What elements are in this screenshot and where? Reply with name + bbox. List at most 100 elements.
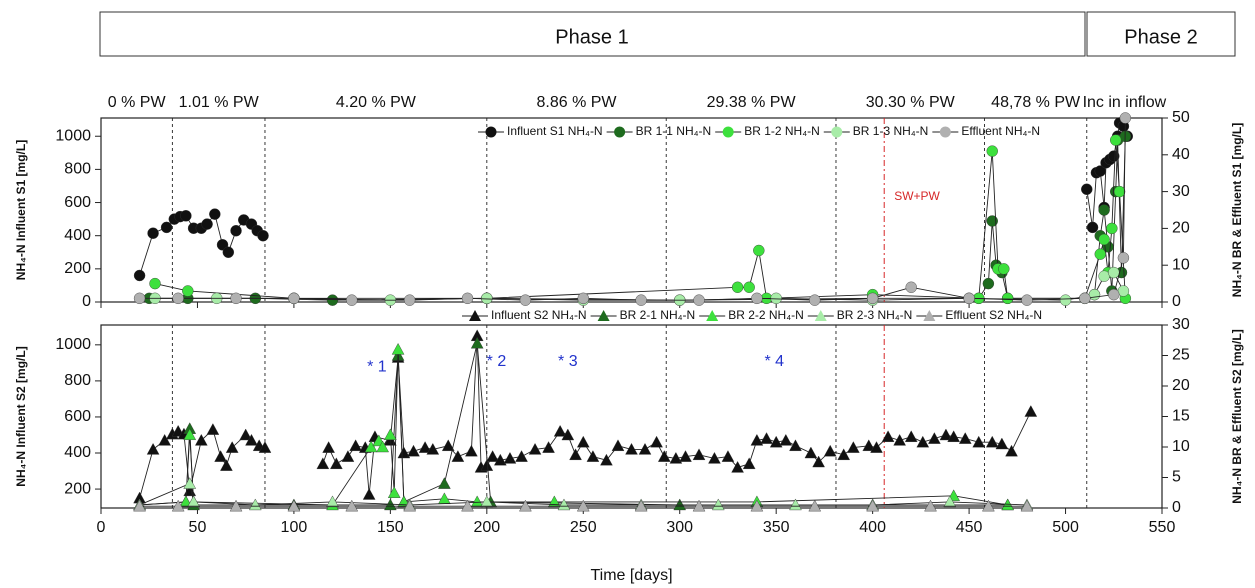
marker [731,281,744,293]
y-axis-label: NH₄-N Influent S1 [mg/L] [14,140,28,280]
marker [837,448,851,461]
marker [230,225,242,237]
marker [576,499,590,512]
marker [171,499,185,512]
marker [893,433,906,446]
marker [384,428,397,440]
marker [742,457,756,470]
marker [561,428,575,441]
marker [1086,221,1099,234]
marker [451,450,465,462]
marker [480,459,494,471]
y-tick-label: 800 [64,372,91,389]
marker [995,437,1009,450]
y-tick-label: 400 [64,444,91,461]
marker [1094,165,1106,177]
marker [528,442,542,455]
y-tick-label: 1000 [55,127,91,144]
x-tick-label: 150 [377,519,404,536]
series-line [139,122,1128,276]
period-label: 4.20 % PW [336,94,417,111]
marker [1119,112,1132,124]
marker [322,441,335,453]
x-tick-label: 450 [956,519,983,536]
marker [470,495,484,508]
marker [258,441,272,453]
marker [708,452,721,464]
marker [133,269,146,282]
marker [403,499,416,512]
period-label: 1.01 % PW [179,94,260,111]
y2-axis-label: NH₄-N BR & Effluent S1 [mg/L] [1230,123,1244,297]
marker [287,499,301,512]
marker [750,499,764,512]
marker [866,292,879,305]
marker [1001,292,1014,305]
marker [230,292,242,305]
x-tick-label: 100 [281,519,308,536]
marker [881,430,895,442]
legend-label: BR 2-3 NH₄-N [837,308,913,322]
x-axis-label: Time [days] [590,567,672,584]
period-label: Inc in inflow [1083,94,1167,111]
marker [376,440,389,453]
marker [349,439,362,451]
marker [407,444,420,457]
legend-label: BR 1-1 NH₄-N [636,124,712,138]
marker [225,441,239,453]
marker [779,433,793,446]
red-divider-label: SW+PW [894,189,940,203]
marker [426,442,440,455]
marker [809,294,821,306]
marker [963,292,975,305]
marker [650,435,663,448]
marker [1024,405,1038,417]
y-tick-label: 15 [1172,408,1190,425]
marker [986,145,998,157]
marker [547,495,561,508]
marker [1117,285,1130,297]
marker [985,435,999,448]
marker [248,498,262,511]
legend-marker [722,126,734,138]
marker [519,499,532,512]
y-tick-label: 600 [64,408,91,425]
y-tick-label: 0 [82,293,91,310]
marker [239,428,253,441]
marker [1079,292,1091,305]
phase-label: Phase 1 [555,26,628,48]
marker [577,292,589,305]
marker [387,486,401,498]
marker [1094,248,1106,260]
legend-label: BR 1-3 NH₄-N [853,124,929,138]
marker [209,208,221,220]
y-tick-label: 40 [1172,146,1190,163]
series-line [139,349,1008,506]
x-tick-label: 300 [666,519,693,536]
marker [905,281,917,293]
marker [600,453,613,466]
y-tick-label: 800 [64,161,91,178]
marker [847,441,860,453]
x-tick-label: 50 [189,519,207,536]
marker [947,430,960,442]
legend-marker [706,310,719,321]
marker [634,499,648,512]
marker [229,499,243,512]
x-tick-label: 500 [1052,519,1079,536]
marker [515,450,528,462]
legend-marker [923,310,936,321]
marker [220,459,233,471]
y-tick-label: 1000 [55,336,91,353]
plot-frame [100,324,1163,509]
marker [364,440,378,453]
marker [711,498,725,511]
marker [1088,288,1101,301]
marker [461,499,474,512]
legend-marker [469,310,481,321]
marker [904,430,918,442]
marker [812,455,825,468]
y-tick-label: 30 [1172,316,1190,333]
x-tick-label: 0 [97,519,106,536]
marker [345,499,359,512]
